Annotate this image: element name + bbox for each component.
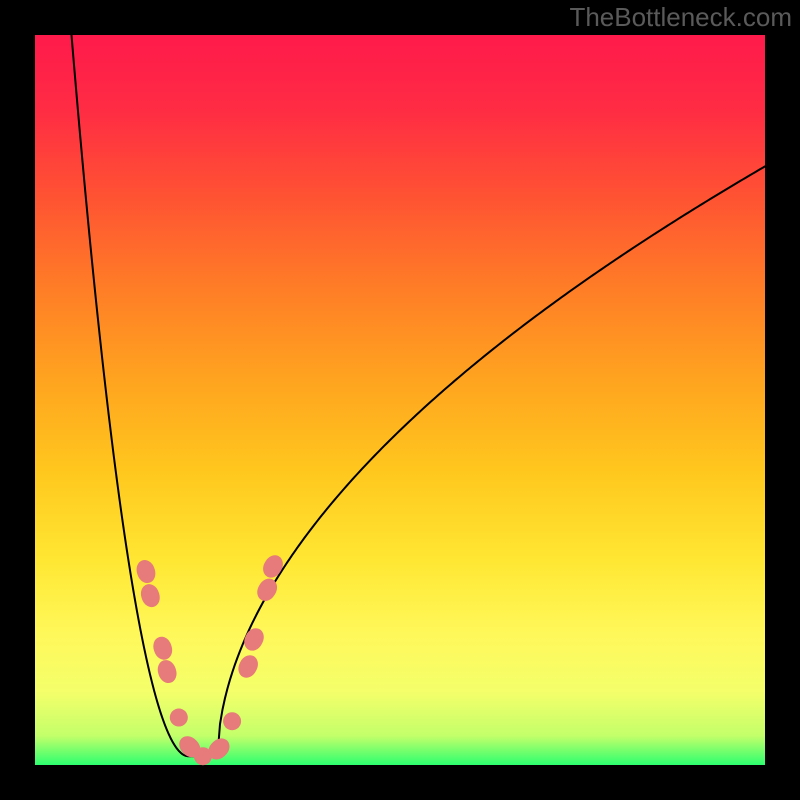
watermark-text: TheBottleneck.com (569, 2, 792, 33)
bottleneck-chart (0, 0, 800, 800)
chart-stage: TheBottleneck.com (0, 0, 800, 800)
plot-background (35, 35, 765, 765)
marker-dot (223, 712, 241, 730)
marker-dot (170, 709, 188, 727)
